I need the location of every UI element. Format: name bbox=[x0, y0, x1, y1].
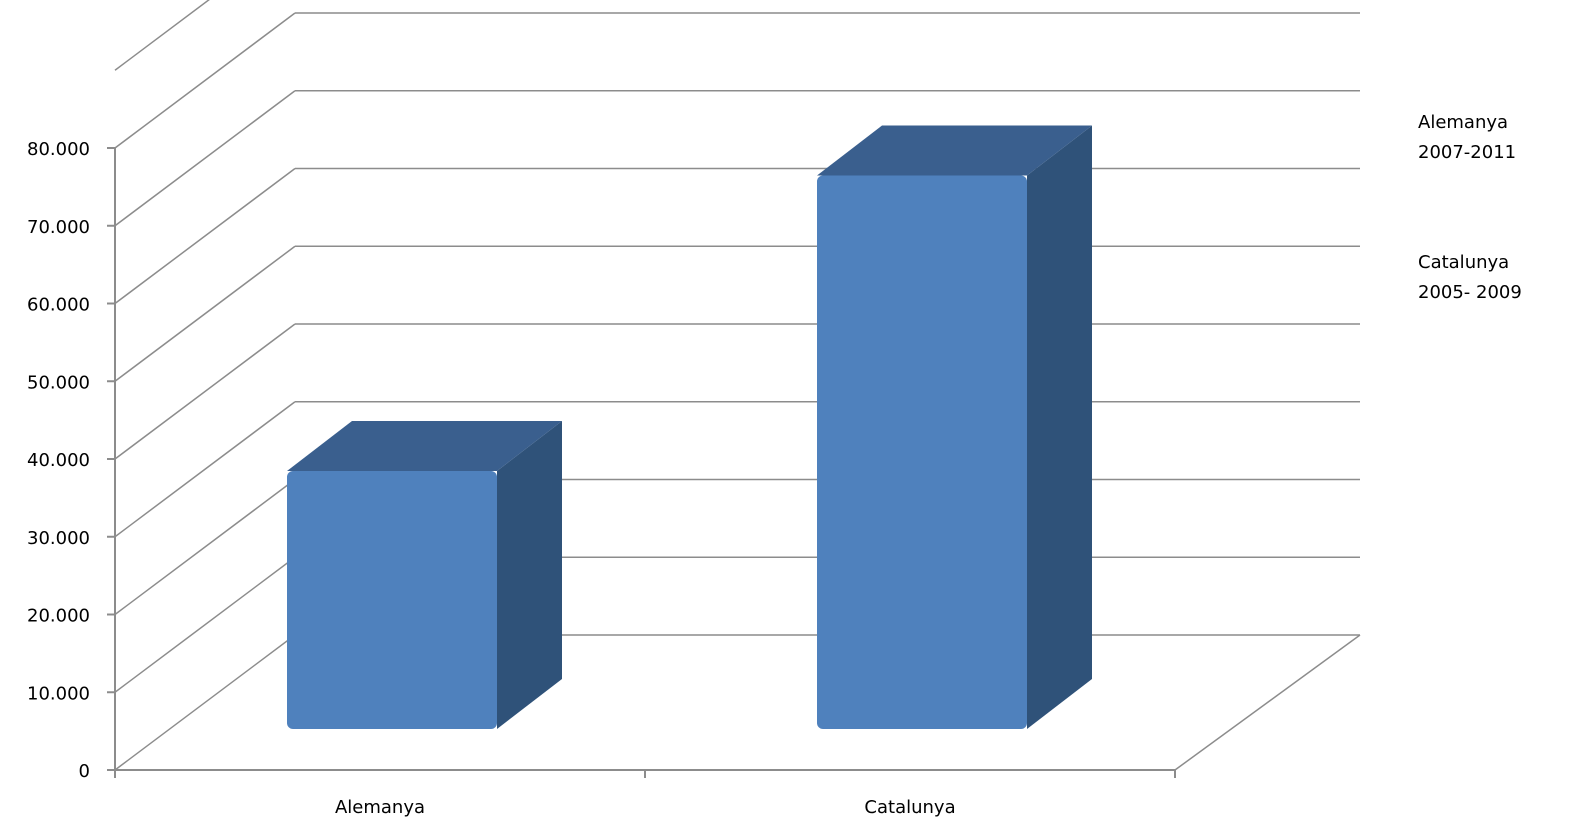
y-tick-label: 0 bbox=[79, 761, 90, 782]
chart-bars bbox=[287, 125, 1092, 730]
gridline-side bbox=[114, 478, 296, 616]
bar-side-face bbox=[1027, 125, 1092, 730]
bar-front-face bbox=[817, 175, 1027, 730]
x-category-label: Alemanya bbox=[335, 797, 425, 818]
floor-edge bbox=[1174, 634, 1361, 771]
y-tick-label: 70.000 bbox=[27, 217, 90, 238]
legend-entry: Catalunya 2005- 2009 bbox=[1418, 252, 1522, 303]
y-tick-label: 20.000 bbox=[27, 606, 90, 627]
y-tick-label: 30.000 bbox=[27, 528, 90, 549]
gridline-side bbox=[114, 323, 296, 460]
bar-front-face bbox=[287, 471, 497, 729]
bar-top-face bbox=[817, 125, 1092, 176]
chart-axes: 0 10.000 20.000 30.000 40.000 50.000 60.000 70.… bbox=[27, 139, 1176, 818]
legend-text: 2007-2011 bbox=[1418, 142, 1516, 163]
gridline-side bbox=[114, 245, 296, 382]
y-tick-label: 10.000 bbox=[27, 683, 90, 704]
bar-top-face bbox=[287, 421, 562, 471]
y-tick-label: 50.000 bbox=[27, 372, 90, 393]
gridline-side bbox=[114, 90, 296, 227]
gridline-side bbox=[114, 634, 296, 771]
legend-entry: Alemanya 2007-2011 bbox=[1418, 112, 1516, 163]
bar-alemanya bbox=[287, 421, 562, 729]
legend-text: Alemanya bbox=[1418, 112, 1508, 133]
x-category-label: Catalunya bbox=[864, 797, 955, 818]
legend-text: Catalunya bbox=[1418, 252, 1509, 273]
y-tick-label: 80.000 bbox=[27, 139, 90, 160]
y-tick-label: 60.000 bbox=[27, 295, 90, 316]
bar-side-face bbox=[497, 421, 562, 729]
gridline-side bbox=[114, 0, 210, 71]
bar-catalunya bbox=[817, 125, 1092, 730]
gridline-side bbox=[114, 556, 296, 693]
chart-legend: Alemanya 2007-2011 Catalunya 2005- 2009 bbox=[1418, 112, 1522, 303]
legend-text: 2005- 2009 bbox=[1418, 282, 1522, 303]
gridline-side bbox=[114, 12, 296, 149]
gridline-side bbox=[114, 167, 296, 305]
gridline-side bbox=[114, 401, 296, 538]
y-tick-label: 40.000 bbox=[27, 450, 90, 471]
